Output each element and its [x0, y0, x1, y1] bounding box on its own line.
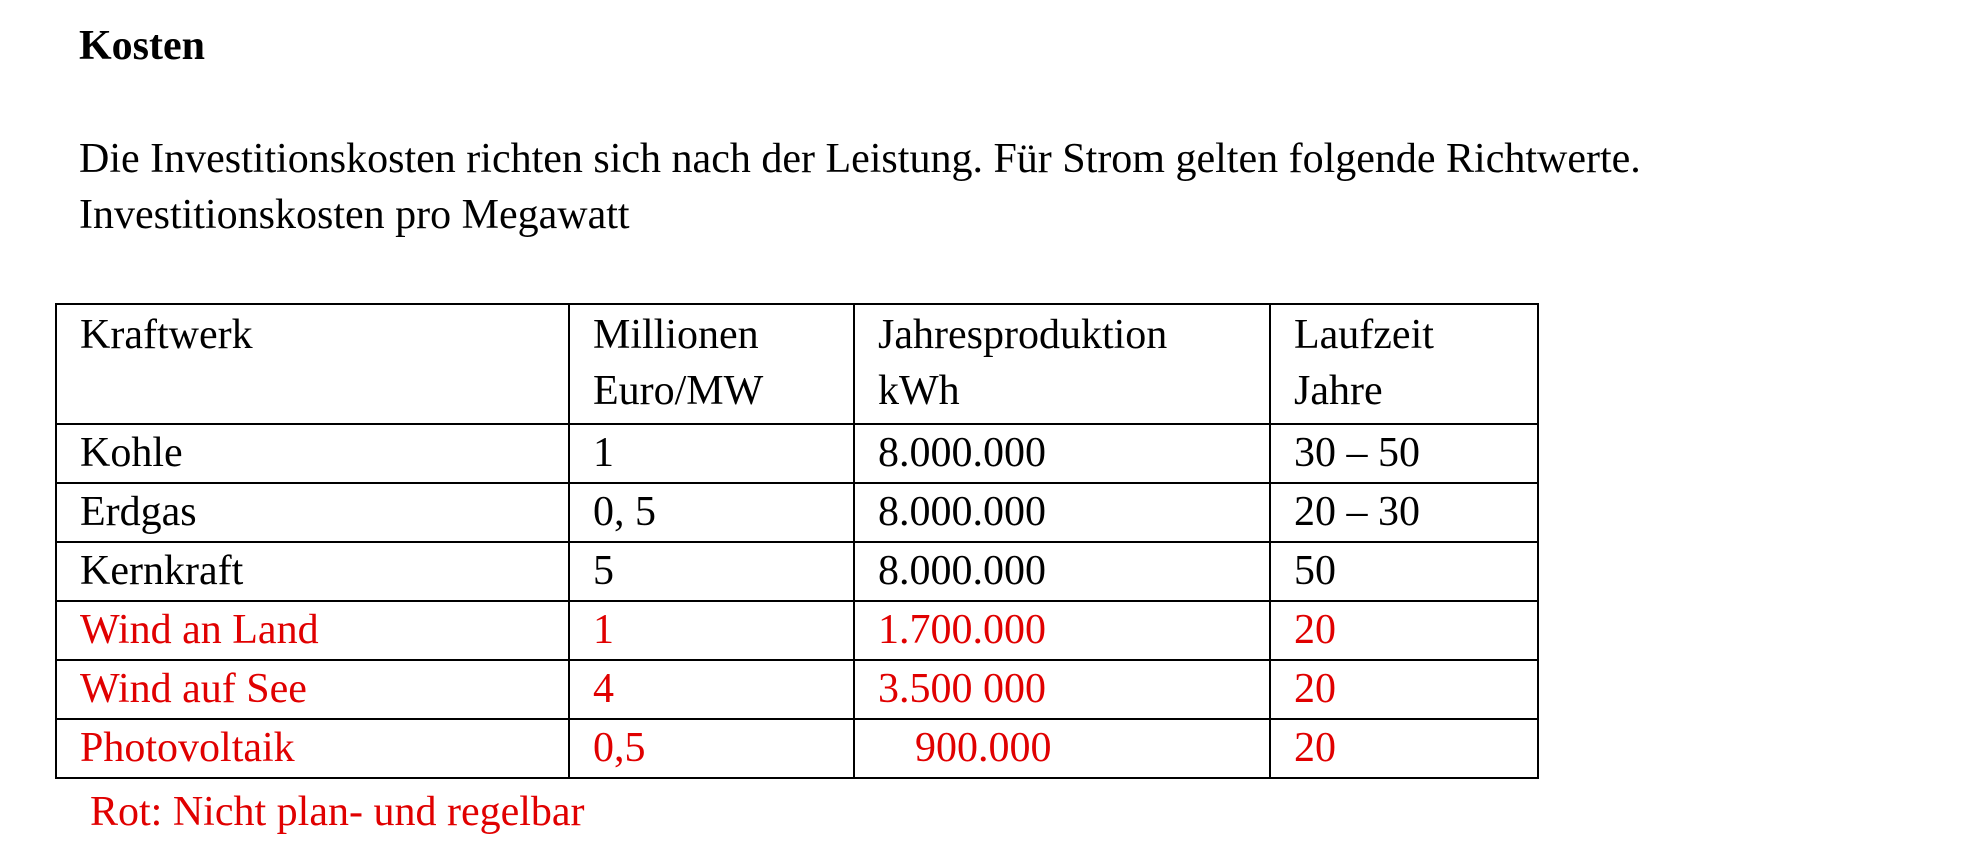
table-cell: 0,5	[568, 718, 855, 779]
table-cell: 0, 5	[568, 482, 855, 543]
table-cell: 4	[568, 659, 855, 720]
table-cell: 5	[568, 541, 855, 602]
header-laufzeit: Laufzeit Jahre	[1269, 303, 1539, 425]
table-cell: 30 – 50	[1269, 423, 1539, 484]
page-title: Kosten	[79, 23, 205, 69]
header-text: kWh	[878, 368, 960, 414]
table-cell: Kernkraft	[55, 541, 570, 602]
table-cell: 20	[1269, 659, 1539, 720]
header-millionen: Millionen Euro/MW	[568, 303, 855, 425]
table-cell: 8.000.000	[853, 423, 1271, 484]
table-cell: 1.700.000	[853, 600, 1271, 661]
table-cell: Wind an Land	[55, 600, 570, 661]
table-row: Wind an Land 1 1.700.000 20	[55, 600, 1539, 661]
table-cell: Erdgas	[55, 482, 570, 543]
header-kraftwerk: Kraftwerk	[55, 303, 570, 425]
header-text: Euro/MW	[593, 368, 764, 414]
header-text: Kraftwerk	[80, 312, 253, 358]
table-row: Photovoltaik 0,5 900.000 20	[55, 718, 1539, 779]
table-cell: 1	[568, 600, 855, 661]
table-row: Erdgas 0, 5 8.000.000 20 – 30	[55, 482, 1539, 543]
footnote: Rot: Nicht plan- und regelbar	[90, 789, 585, 835]
intro-paragraph: Die Investitionskosten richten sich nach…	[79, 131, 1641, 243]
header-text: Jahresproduktion	[878, 312, 1168, 358]
table-cell: 50	[1269, 541, 1539, 602]
table-cell: 8.000.000	[853, 541, 1271, 602]
table-cell: 8.000.000	[853, 482, 1271, 543]
table-header-row: Kraftwerk Millionen Euro/MW Jahresproduk…	[55, 303, 1539, 425]
table-row: Kernkraft 5 8.000.000 50	[55, 541, 1539, 602]
table-cell: Photovoltaik	[55, 718, 570, 779]
table-cell: 20	[1269, 718, 1539, 779]
table-cell: 20 – 30	[1269, 482, 1539, 543]
header-text: Millionen	[593, 312, 759, 358]
header-text: Jahre	[1294, 368, 1383, 414]
table-cell: 20	[1269, 600, 1539, 661]
header-jahresproduktion: Jahresproduktion kWh	[853, 303, 1271, 425]
table-row: Wind auf See 4 3.500 000 20	[55, 659, 1539, 720]
header-text: Laufzeit	[1294, 312, 1434, 358]
table-row: Kohle 1 8.000.000 30 – 50	[55, 423, 1539, 484]
table-cell: 1	[568, 423, 855, 484]
table-cell: Kohle	[55, 423, 570, 484]
cost-table: Kraftwerk Millionen Euro/MW Jahresproduk…	[55, 303, 1539, 779]
intro-line-1: Die Investitionskosten richten sich nach…	[79, 136, 1641, 182]
intro-line-2: Investitionskosten pro Megawatt	[79, 192, 630, 238]
table-cell: Wind auf See	[55, 659, 570, 720]
table-cell: 3.500 000	[853, 659, 1271, 720]
table-cell: 900.000	[853, 718, 1271, 779]
